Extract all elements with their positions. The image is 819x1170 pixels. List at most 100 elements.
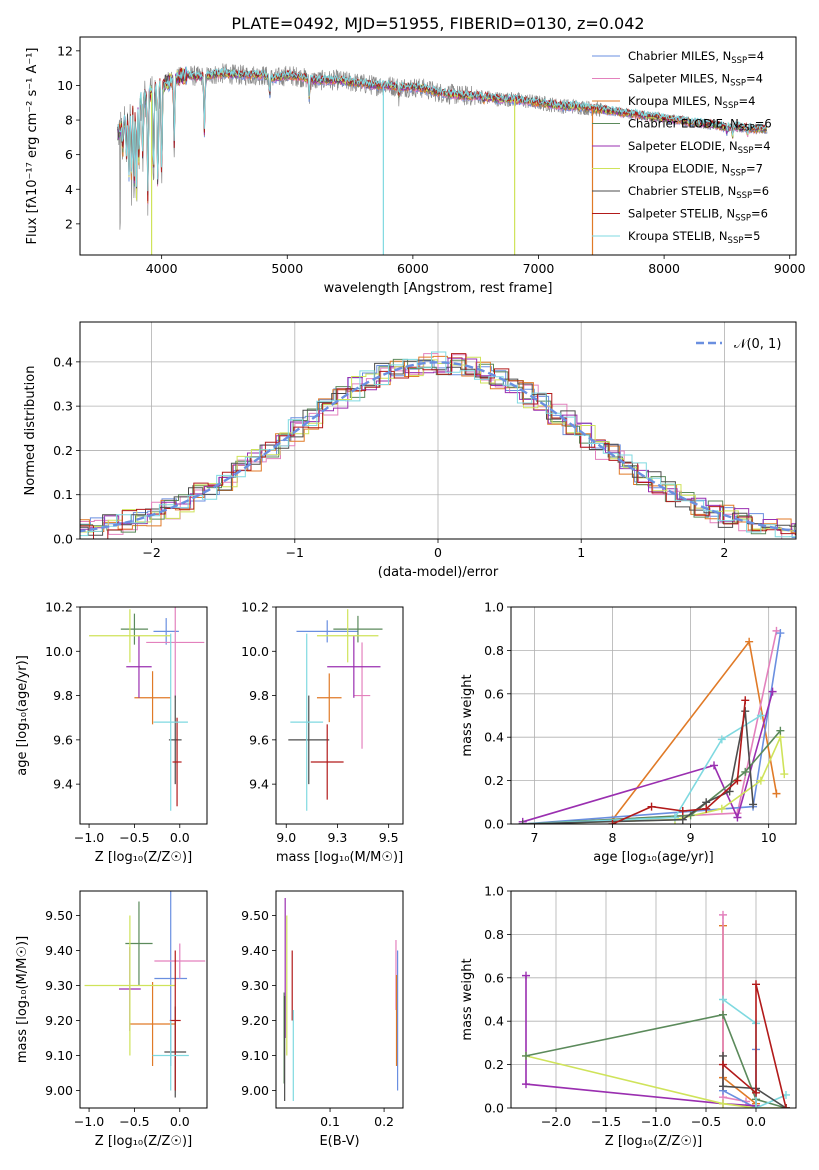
x-tick-label: 9.3	[328, 830, 348, 845]
salpeter-stelib-residual-histogram	[80, 353, 796, 539]
x-tick-label: 2	[720, 545, 728, 560]
x-tick-label: −2.0	[541, 1114, 571, 1129]
y-tick-label: 9.50	[45, 908, 73, 923]
kroupa-elodie-errorbar-point	[89, 609, 171, 663]
y-tick-label: 9.4	[249, 777, 269, 792]
x-axis-label: Z [log₁₀(Z/Z☉)]	[605, 1134, 702, 1149]
kroupa-miles-errorbar-point	[129, 982, 176, 1066]
age-vs-Z-frame	[79, 606, 208, 825]
x-tick-label: 0.0	[746, 1114, 766, 1129]
chabrier-stelib-errorbar-point	[288, 695, 330, 785]
x-tick-label: −1.0	[74, 830, 104, 845]
mass-weight-marker	[749, 800, 758, 809]
x-axis-label: mass [log₁₀(M/M☉)]	[276, 850, 403, 865]
x-axis-label: (data-model)/error	[378, 565, 499, 580]
age-vs-mass-plot-area	[288, 609, 383, 811]
y-tick-label: 9.10	[45, 1048, 73, 1063]
legend-entry: Chabrier ELODIE, NSSP=6	[628, 117, 772, 134]
y-tick-label: 9.4	[53, 777, 73, 792]
y-tick-label: 1.0	[484, 884, 504, 899]
y-axis-label: age [log₁₀(age/yr)]	[15, 655, 30, 776]
mass-weight-marker	[776, 726, 785, 735]
legend-entry: Salpeter STELIB, NSSP=6	[628, 207, 768, 224]
mass-weight-marker	[522, 1080, 530, 1089]
mass-weight-marker	[522, 971, 530, 980]
kroupa-elodie-model-spectrum	[117, 67, 768, 201]
chabrier-miles-residual-histogram	[80, 360, 796, 538]
chabrier-miles-mass-weight-series	[518, 629, 785, 824]
mass-weight-marker	[756, 711, 765, 720]
kroupa-miles-errorbar-point	[134, 671, 171, 725]
mass-weight-marker	[719, 1010, 727, 1019]
chabrier-elodie-errorbar-point	[333, 615, 383, 643]
y-tick-label: 0.4	[53, 354, 73, 369]
mass-weight-marker	[719, 1060, 727, 1069]
kroupa-elodie-residual-histogram	[80, 356, 796, 533]
mass-weight-marker	[719, 995, 727, 1004]
mass-vs-ebv-frame	[275, 890, 404, 1109]
mass-weight-marker	[678, 806, 687, 815]
x-tick-label: −0.5	[691, 1114, 721, 1129]
y-tick-label: 9.00	[241, 1083, 269, 1098]
normal-distribution-curve	[80, 361, 796, 533]
x-axis-label: Z [log₁₀(Z/Z☉)]	[95, 1134, 192, 1149]
salpeter-elodie-errorbar-point	[327, 635, 381, 698]
spectrum-plot-area	[117, 63, 768, 255]
residual-hist-plot-area	[80, 351, 796, 539]
x-tick-label: −0.5	[119, 1114, 149, 1129]
mass-weight-marker	[717, 735, 726, 744]
x-tick-label: 9	[687, 830, 695, 845]
x-tick-label: −1	[286, 545, 304, 560]
x-tick-label: 0.2	[374, 1114, 394, 1129]
kroupa-elodie-errorbar-point	[316, 609, 379, 663]
mass-weight-marker	[782, 1104, 790, 1108]
mass-weight-marker	[752, 1104, 760, 1108]
y-tick-label: 10.2	[241, 600, 269, 615]
legend-entry: Kroupa STELIB, NSSP=5	[628, 229, 760, 246]
x-tick-label: 1	[577, 545, 585, 560]
mass-weight-marker	[717, 804, 726, 813]
mass-vs-ebv-panel: 0.1 0.2 9.00 9.10 9.20 9.30 9.40 9.50 E(B-V)	[241, 890, 404, 1149]
x-tick-label: 7000	[523, 261, 555, 276]
x-tick-label: 5000	[271, 261, 303, 276]
y-tick-label: 9.10	[241, 1048, 269, 1063]
mass-weight-marker	[776, 629, 785, 638]
mass-weight-marker	[719, 910, 727, 919]
mass-weight-marker	[733, 776, 742, 785]
mass-weight-marker	[719, 1082, 727, 1091]
y-tick-label: 0.6	[484, 686, 504, 701]
y-tick-label: 6	[65, 147, 73, 162]
mass-vs-ebv-plot-area	[283, 898, 399, 1101]
kroupa-stelib-errorbar-point	[290, 633, 324, 811]
mass-weight-marker	[745, 637, 754, 646]
salpeter-miles-errorbar-point	[154, 943, 206, 979]
y-axis-label: Flux [fλ10⁻¹⁷ erg cm⁻² s⁻¹ A⁻¹]	[25, 48, 40, 245]
mass-weight-marker	[768, 687, 777, 696]
x-tick-label: −2	[142, 545, 160, 560]
y-tick-label: 0.2	[484, 1057, 504, 1072]
y-tick-label: 1.0	[484, 600, 504, 615]
x-tick-label: −1.0	[74, 1114, 104, 1129]
y-tick-label: 0.3	[53, 399, 73, 414]
salpeter-stelib-errorbar-point	[172, 717, 182, 807]
mass-weight-marker	[702, 804, 711, 813]
y-tick-label: 10.0	[45, 644, 73, 659]
kroupa-miles-errorbar-point	[316, 673, 342, 723]
x-tick-label: 9.0	[276, 830, 296, 845]
chabrier-stelib-model-spectrum	[117, 69, 767, 196]
y-tick-label: 9.20	[45, 1013, 73, 1028]
salpeter-stelib-errorbar-point	[169, 950, 181, 1091]
y-tick-label: 10.0	[241, 644, 269, 659]
salpeter-elodie-errorbar-point	[126, 635, 152, 698]
mass-weight-marker	[719, 1051, 727, 1060]
y-tick-label: 2	[65, 216, 73, 231]
kroupa-stelib-model-spectrum	[117, 66, 767, 192]
y-tick-label: 9.8	[249, 688, 269, 703]
mass-weight-marker	[741, 696, 750, 705]
mass-vs-Z-frame	[79, 890, 208, 1109]
y-tick-label: 8	[65, 113, 73, 128]
y-axis-label: mass [log₁₀(M/M☉)]	[15, 936, 30, 1063]
x-tick-label: −1.0	[641, 1114, 671, 1129]
salpeter-stelib-errorbar-point	[310, 724, 344, 800]
